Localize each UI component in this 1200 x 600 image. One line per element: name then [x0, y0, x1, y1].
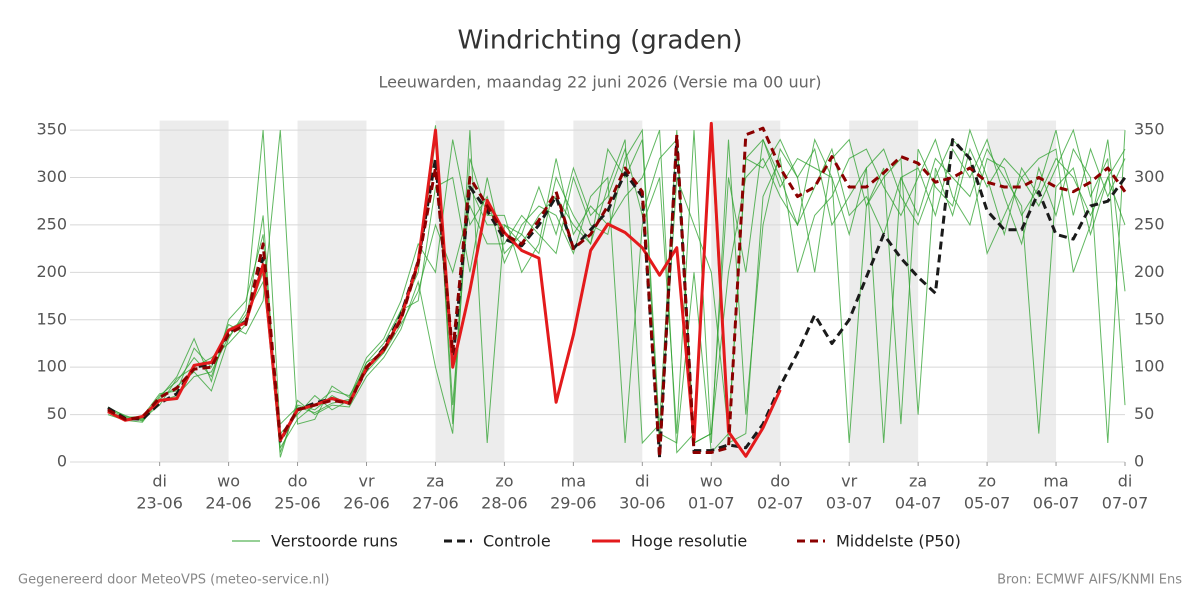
- series-line: [107, 121, 782, 458]
- y2-tick-label: 0: [1134, 452, 1144, 471]
- day-shade: [159, 120, 229, 462]
- x-tick-weekday: zo: [495, 472, 513, 491]
- y2-tick-label: 200: [1134, 262, 1165, 281]
- x-tick-weekday: wo: [700, 472, 723, 491]
- x-tick-label: 26-06: [343, 494, 390, 513]
- chart-subtitle: Leeuwarden, maandag 22 juni 2026 (Versie…: [378, 73, 821, 92]
- x-tick-label: 23-06: [136, 494, 183, 513]
- x-tick-weekday: di: [1118, 472, 1133, 491]
- x-tick-label: 24-06: [205, 494, 252, 513]
- x-tick-label: 05-07: [964, 494, 1011, 513]
- y2-tick-label: 350: [1134, 120, 1165, 139]
- y-tick-label: 50: [47, 404, 67, 423]
- y-tick-label: 200: [36, 262, 67, 281]
- y-tick-label: 250: [36, 214, 67, 233]
- x-tick-label: 02-07: [757, 494, 804, 513]
- legend-label: Controle: [483, 532, 551, 551]
- x-tick-label: 06-07: [1033, 494, 1080, 513]
- legend-label: Middelste (P50): [836, 532, 961, 551]
- chart-title: Windrichting (graden): [457, 26, 742, 56]
- y2-tick-label: 250: [1134, 214, 1165, 233]
- legend-label: Verstoorde runs: [271, 532, 398, 551]
- x-tick-label: 01-07: [688, 494, 735, 513]
- x-tick-label: 28-06: [481, 494, 528, 513]
- x-tick-label: 29-06: [550, 494, 597, 513]
- y-tick-label: 0: [57, 452, 67, 471]
- x-tick-label: 03-07: [826, 494, 873, 513]
- ensemble-line: [107, 128, 1126, 444]
- plot-area: [70, 120, 1127, 463]
- series-line: [107, 126, 1127, 459]
- x-tick-label: 27-06: [412, 494, 459, 513]
- x-tick-label: 30-06: [619, 494, 666, 513]
- x-tick-weekday: vr: [841, 472, 857, 491]
- y2-tick-label: 50: [1134, 404, 1154, 423]
- x-tick-label: 25-06: [274, 494, 321, 513]
- x-tick-label: 07-07: [1102, 494, 1149, 513]
- x-tick-weekday: za: [909, 472, 927, 491]
- footer-credit: Gegenereerd door MeteoVPS (meteo-service…: [18, 573, 329, 588]
- x-tick-weekday: di: [152, 472, 167, 491]
- y2-tick-label: 100: [1134, 357, 1165, 376]
- y2-tick-label: 300: [1134, 167, 1165, 186]
- x-tick-weekday: di: [635, 472, 650, 491]
- x-tick-weekday: vr: [358, 472, 374, 491]
- x-tick-label: 04-07: [895, 494, 942, 513]
- y-tick-label: 100: [36, 357, 67, 376]
- x-tick-weekday: do: [770, 472, 790, 491]
- legend-label: Hoge resolutie: [631, 532, 747, 551]
- y2-tick-label: 150: [1134, 309, 1165, 328]
- x-tick-weekday: ma: [1043, 472, 1068, 491]
- y-tick-label: 300: [36, 167, 67, 186]
- y-tick-label: 350: [36, 120, 67, 139]
- day-shade: [987, 120, 1057, 462]
- x-tick-weekday: do: [288, 472, 308, 491]
- footer-source: Bron: ECMWF AIFS/KNMI Ens: [997, 573, 1182, 588]
- y-tick-label: 150: [36, 309, 67, 328]
- x-tick-weekday: za: [426, 472, 444, 491]
- x-tick-weekday: wo: [217, 472, 240, 491]
- x-tick-weekday: zo: [978, 472, 996, 491]
- x-tick-weekday: ma: [561, 472, 586, 491]
- ensemble-line: [107, 128, 1126, 454]
